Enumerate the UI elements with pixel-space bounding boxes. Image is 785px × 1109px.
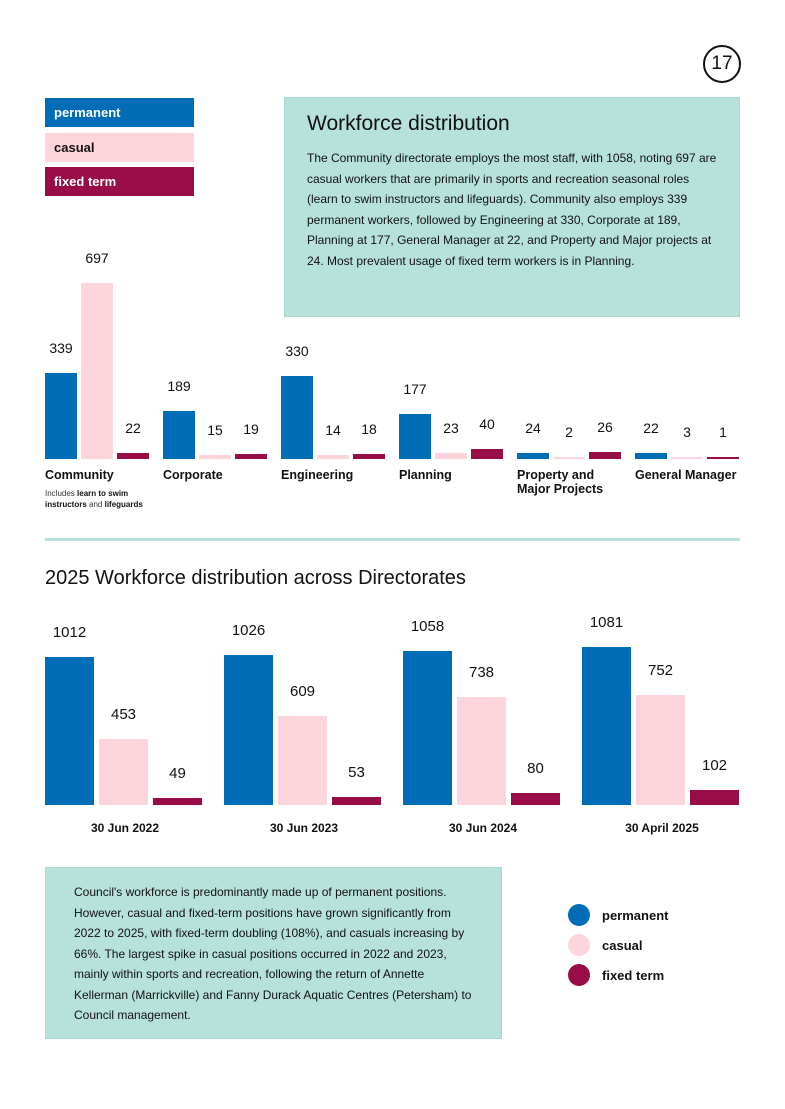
- bar-casual: [457, 697, 506, 805]
- category-label: Community: [45, 468, 114, 482]
- value-label: 3: [683, 424, 691, 440]
- summary-body: The Community directorate employs the mo…: [307, 151, 717, 268]
- summary-box: Workforce distribution The Community dir…: [284, 97, 740, 317]
- value-label: 752: [647, 662, 674, 680]
- bar-fixed-term: [511, 793, 560, 805]
- bar-casual: [671, 457, 703, 459]
- bar-fixed-term: [707, 457, 739, 459]
- bar-fixed-term: [332, 797, 381, 805]
- bar-permanent: [281, 375, 313, 459]
- value-label: 19: [243, 421, 259, 438]
- bar-fixed-term: [153, 797, 202, 805]
- category-label: Property and Major Projects: [517, 468, 604, 496]
- legend-permanent: permanent: [45, 98, 194, 127]
- value-label: 738: [468, 664, 495, 682]
- legend-fixed-term: fixed term: [45, 167, 194, 196]
- value-label: 1081: [589, 614, 624, 632]
- page-number: 17: [703, 45, 741, 83]
- bottom-legend-casual: casual: [568, 934, 642, 956]
- bottom-text: Council's workforce is predominantly mad…: [74, 885, 472, 1022]
- value-label: 24: [525, 419, 541, 436]
- value-label: 1026: [231, 622, 266, 640]
- bar-casual: [199, 455, 231, 459]
- category-label: Engineering: [281, 468, 354, 482]
- permanent-dot-icon: [568, 904, 590, 926]
- category-label: 30 April 2025: [625, 821, 699, 835]
- bar-casual: [636, 695, 685, 805]
- category-label: 30 Jun 2023: [269, 821, 339, 835]
- bar-casual: [81, 283, 113, 459]
- bar-casual: [317, 455, 349, 459]
- value-label: 15: [207, 422, 223, 439]
- value-label: 189: [167, 378, 191, 395]
- category-label: 30 Jun 2022: [90, 821, 160, 835]
- bar-permanent: [403, 650, 452, 805]
- value-label: 339: [49, 340, 73, 357]
- bar-fixed-term: [589, 452, 621, 459]
- bar-fixed-term: [353, 454, 385, 459]
- summary-title: Workforce distribution: [307, 112, 510, 135]
- section-title: 2025 Workforce distribution across Direc…: [45, 567, 466, 589]
- bar-permanent: [582, 647, 631, 805]
- value-label: 1058: [410, 617, 445, 635]
- bar-casual: [99, 738, 148, 805]
- category-label: 30 Jun 2024: [448, 821, 518, 835]
- value-label: 1: [719, 424, 727, 440]
- bar-permanent: [224, 655, 273, 805]
- bar-casual: [435, 453, 467, 459]
- value-label: 80: [527, 760, 544, 778]
- bottom-legend-permanent: permanent: [568, 904, 668, 926]
- category-label: Planning: [399, 468, 452, 482]
- legend-casual: casual: [45, 133, 194, 162]
- bar-casual: [278, 716, 327, 805]
- value-label: 177: [403, 381, 427, 398]
- value-label: 40: [479, 415, 495, 432]
- value-label: 53: [348, 764, 365, 782]
- value-label: 49: [169, 764, 186, 782]
- value-label: 14: [325, 422, 341, 439]
- value-label: 2: [565, 424, 573, 440]
- value-label: 1012: [52, 624, 87, 642]
- category-label: Corporate: [163, 468, 223, 482]
- value-label: 22: [643, 420, 659, 437]
- value-label: 22: [125, 420, 141, 437]
- value-label: 453: [110, 705, 137, 723]
- bar-fixed-term: [235, 454, 267, 459]
- value-label: 18: [361, 421, 377, 438]
- bar-permanent: [45, 657, 94, 805]
- bar-fixed-term: [471, 448, 503, 459]
- value-label: 26: [597, 419, 613, 436]
- value-label: 330: [285, 342, 309, 359]
- fixed-term-dot-icon: [568, 964, 590, 986]
- category-label: General Manager: [635, 468, 737, 482]
- bar-fixed-term: [690, 790, 739, 805]
- bottom-text-box: Council's workforce is predominantly mad…: [45, 867, 502, 1039]
- value-label: 102: [701, 757, 728, 775]
- casual-dot-icon: [568, 934, 590, 956]
- value-label: 697: [85, 250, 109, 266]
- bar-casual: [553, 457, 585, 459]
- bar-fixed-term: [117, 453, 149, 459]
- value-label: 23: [443, 420, 459, 437]
- section-divider: [45, 538, 740, 541]
- bottom-legend-fixed-term: fixed term: [568, 964, 664, 986]
- bar-permanent: [517, 452, 549, 459]
- value-label: 609: [289, 683, 316, 701]
- community-note: Includes learn to swim instructors and l…: [45, 489, 143, 509]
- bar-permanent: [635, 453, 667, 459]
- bar-permanent: [399, 414, 431, 459]
- bar-permanent: [163, 411, 195, 459]
- bar-permanent: [45, 373, 77, 459]
